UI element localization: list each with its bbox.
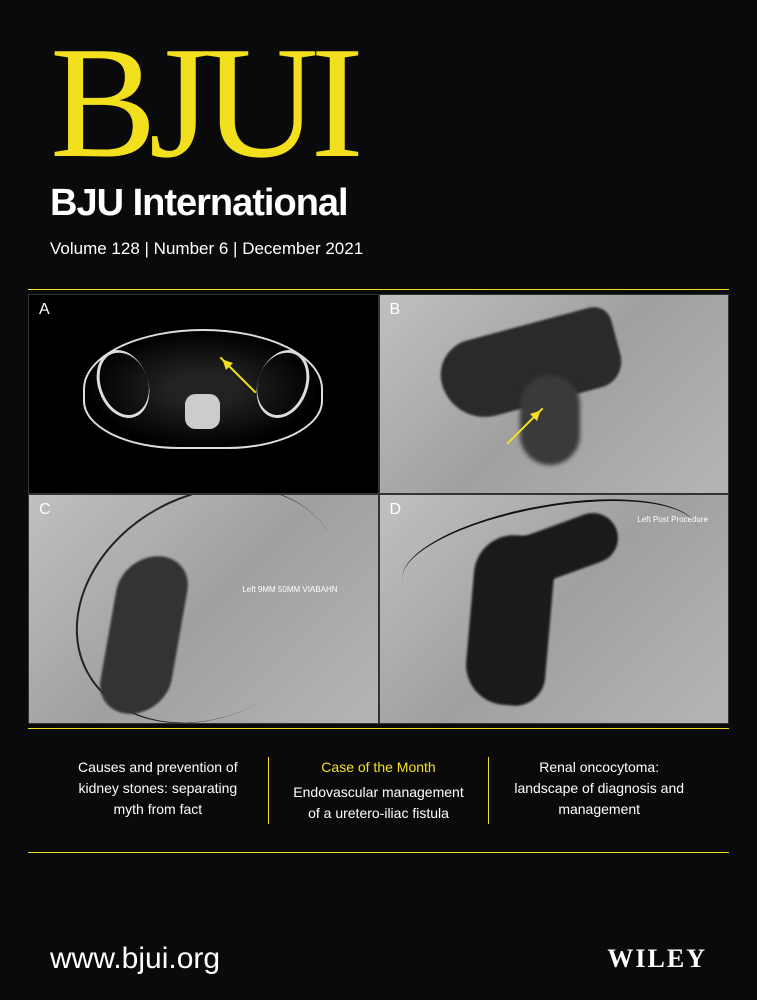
- article-center-text: Endovascular management of a uretero-ili…: [289, 782, 469, 824]
- article-right-text: Renal oncocytoma: landscape of diagnosis…: [509, 757, 689, 820]
- date-text: December 2021: [242, 239, 363, 258]
- cover-header: BJUI BJU International Volume 128 | Numb…: [0, 0, 757, 269]
- panel-d-overlay-text: Left Post Procedure: [637, 515, 708, 524]
- article-left: Causes and prevention of kidney stones: …: [48, 757, 268, 824]
- cover-image-grid: A B C Left 9MM 50MM VIABAHN: [28, 294, 729, 724]
- panel-d-label: D: [390, 501, 402, 519]
- publisher-logo: WILEY: [607, 944, 707, 974]
- panel-b-label: B: [390, 301, 401, 319]
- number-text: Number 6: [154, 239, 229, 258]
- journal-subtitle: BJU International: [50, 182, 707, 225]
- case-of-month-heading: Case of the Month: [289, 757, 469, 778]
- journal-cover: BJUI BJU International Volume 128 | Numb…: [0, 0, 757, 1000]
- divider-bottom: [28, 852, 729, 853]
- issue-separator-2: |: [228, 239, 242, 258]
- issue-separator-1: |: [140, 239, 154, 258]
- panel-d: D Left Post Procedure: [379, 494, 730, 724]
- article-left-text: Causes and prevention of kidney stones: …: [68, 757, 248, 820]
- panel-c: C Left 9MM 50MM VIABAHN: [28, 494, 379, 724]
- panel-c-overlay-text: Left 9MM 50MM VIABAHN: [242, 585, 337, 594]
- panel-a: A: [28, 294, 379, 494]
- divider-top: [28, 289, 729, 290]
- divider-mid: [28, 728, 729, 729]
- cover-footer: www.bjui.org WILEY: [0, 922, 757, 1000]
- article-right: Renal oncocytoma: landscape of diagnosis…: [489, 757, 709, 824]
- issue-info: Volume 128 | Number 6 | December 2021: [50, 239, 707, 259]
- website-url: www.bjui.org: [50, 942, 220, 976]
- volume-text: Volume 128: [50, 239, 140, 258]
- panel-b: B: [379, 294, 730, 494]
- article-highlights: Causes and prevention of kidney stones: …: [28, 757, 729, 824]
- panel-c-label: C: [39, 501, 51, 519]
- journal-logo: BJUI: [50, 30, 707, 174]
- article-center: Case of the Month Endovascular managemen…: [268, 757, 490, 824]
- panel-a-label: A: [39, 301, 50, 319]
- ct-scan-image: [73, 319, 333, 469]
